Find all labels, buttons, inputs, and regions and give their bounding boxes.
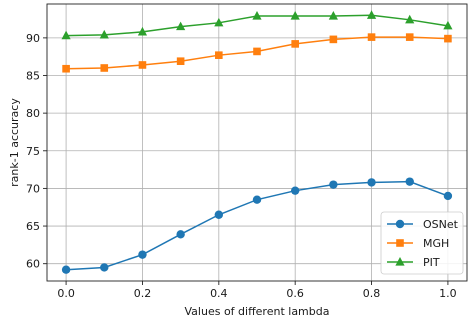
data-point-osnet bbox=[405, 177, 414, 186]
y-tick-label: 70 bbox=[26, 182, 40, 195]
data-point-mgh bbox=[138, 61, 147, 69]
ticks: 0.0 0.2 0.4 0.6 0.8 1.0 60 65 70 75 80 85 90 bbox=[26, 32, 457, 300]
data-point-pit bbox=[405, 14, 415, 24]
x-tick-label: 1.0 bbox=[439, 287, 457, 300]
x-tick-label: 0.8 bbox=[363, 287, 381, 300]
legend-marker-osnet bbox=[395, 219, 405, 229]
series-pit bbox=[61, 10, 453, 40]
y-tick-label: 85 bbox=[26, 70, 40, 83]
grid bbox=[47, 4, 467, 281]
data-point-osnet bbox=[176, 230, 185, 239]
legend-label-mgh: MGH bbox=[423, 237, 449, 250]
data-point-osnet bbox=[214, 210, 224, 219]
data-point-mgh bbox=[291, 40, 299, 48]
data-point-mgh bbox=[405, 33, 414, 41]
data-point-mgh bbox=[253, 47, 261, 56]
series-osnet bbox=[61, 177, 453, 274]
plot-frame bbox=[46, 3, 468, 282]
x-tick-label: 0.0 bbox=[57, 287, 75, 300]
x-tick-label: 0.6 bbox=[286, 287, 304, 300]
legend: OSNet MGH PIT bbox=[380, 211, 464, 275]
legend-item-mgh: MGH bbox=[387, 237, 449, 250]
legend-label-osnet: OSNet bbox=[423, 218, 459, 231]
data-point-mgh bbox=[176, 57, 185, 66]
data-point-osnet bbox=[329, 180, 338, 189]
y-tick-label: 65 bbox=[26, 220, 40, 233]
data-point-osnet bbox=[100, 263, 109, 272]
x-axis-label: Values of different lambda bbox=[185, 305, 330, 318]
data-point-mgh bbox=[329, 35, 338, 44]
series-mgh bbox=[62, 33, 452, 73]
data-point-mgh bbox=[444, 34, 452, 43]
data-point-pit bbox=[443, 20, 453, 30]
data-point-pit bbox=[252, 11, 262, 20]
data-point-pit bbox=[176, 21, 186, 31]
data-point-mgh bbox=[367, 33, 376, 41]
data-point-mgh bbox=[62, 64, 70, 73]
data-point-mgh bbox=[215, 51, 223, 59]
y-tick-label: 80 bbox=[26, 107, 40, 120]
y-tick-label: 90 bbox=[26, 32, 40, 45]
legend-marker-mgh bbox=[396, 239, 404, 247]
legend-marker-pit bbox=[395, 257, 405, 266]
y-tick-label: 75 bbox=[26, 145, 40, 158]
data-point-pit bbox=[61, 30, 71, 40]
data-point-pit bbox=[99, 29, 109, 39]
data-point-osnet bbox=[252, 195, 262, 204]
data-point-pit bbox=[328, 11, 338, 20]
data-point-pit bbox=[290, 11, 300, 20]
data-point-pit bbox=[366, 10, 377, 19]
x-tick-label: 0.4 bbox=[210, 287, 228, 300]
legend-item-pit: PIT bbox=[387, 256, 440, 269]
data-point-mgh bbox=[100, 64, 109, 72]
data-point-pit bbox=[137, 26, 148, 36]
data-point-osnet bbox=[367, 178, 376, 187]
data-point-osnet bbox=[61, 265, 71, 274]
y-axis-label: rank-1 accuracy bbox=[8, 98, 21, 187]
data-point-osnet bbox=[138, 250, 147, 259]
data-point-pit bbox=[214, 17, 224, 27]
y-tick-label: 60 bbox=[26, 258, 40, 271]
data-point-osnet bbox=[443, 191, 453, 201]
legend-item-osnet: OSNet bbox=[387, 218, 459, 231]
data-point-osnet bbox=[290, 186, 300, 195]
series-layer bbox=[61, 10, 453, 274]
legend-label-pit: PIT bbox=[423, 256, 440, 269]
x-tick-label: 0.2 bbox=[134, 287, 152, 300]
